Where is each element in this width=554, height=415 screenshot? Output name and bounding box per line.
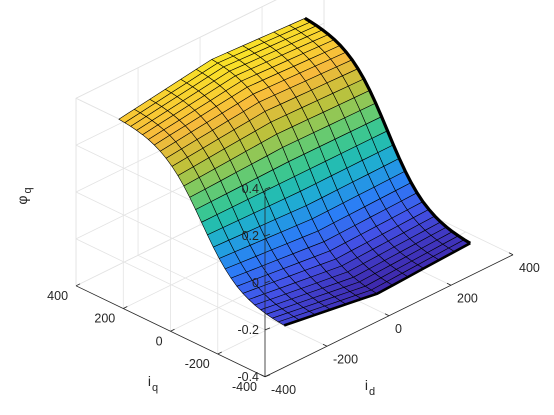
z-tick-label: -0.4: [237, 370, 259, 384]
z-tick-label: -0.2: [237, 323, 259, 337]
x-tick-mark: [322, 343, 328, 347]
box-edge: [75, 0, 277, 99]
y-axis-label: iq: [148, 373, 158, 394]
z-tick-label: 0: [252, 276, 259, 290]
y-tick-label: 200: [94, 312, 115, 326]
x-tick-mark: [508, 252, 514, 256]
y-tick-mark: [75, 283, 81, 287]
tick-labels: -0.4 -0.2 0 0.2 0.4 -400 -200 0 200 400 -400 -200 0 2…: [47, 182, 540, 397]
y-tick-label: 0: [156, 334, 163, 348]
z-tick-mark: [264, 280, 271, 284]
y-tick-mark: [170, 328, 175, 332]
y-tick-mark: [123, 306, 128, 309]
x-tick-label: 200: [457, 291, 478, 305]
z-tick-mark: [264, 233, 271, 237]
z-tick-label: 0.2: [242, 229, 259, 243]
surface: [118, 16, 472, 327]
left-wall-grid-line: [75, 238, 266, 331]
y-tick-mark: [264, 374, 270, 378]
x-tick-mark: [260, 374, 266, 378]
x-tick-label: -400: [271, 383, 296, 397]
surface-edge-low: [283, 242, 471, 327]
y-tick-label: 400: [47, 289, 68, 303]
x-tick-mark: [446, 282, 452, 286]
z-tick-mark: [264, 327, 271, 331]
z-tick-label: 0.4: [242, 182, 259, 196]
z-tick-mark: [264, 186, 271, 190]
y-tick-label: -400: [232, 380, 257, 394]
x-tick-label: -200: [333, 352, 358, 366]
x-tick-label: 0: [395, 322, 402, 336]
surface-edge-front: [304, 16, 472, 245]
x-tick-label: 400: [519, 261, 540, 275]
x-axis-label: id: [365, 377, 375, 398]
x-tick-mark: [384, 313, 390, 317]
y-tick-label: -200: [185, 357, 210, 371]
y-tick-mark: [217, 351, 222, 355]
z-axis-label: φq: [14, 187, 34, 204]
